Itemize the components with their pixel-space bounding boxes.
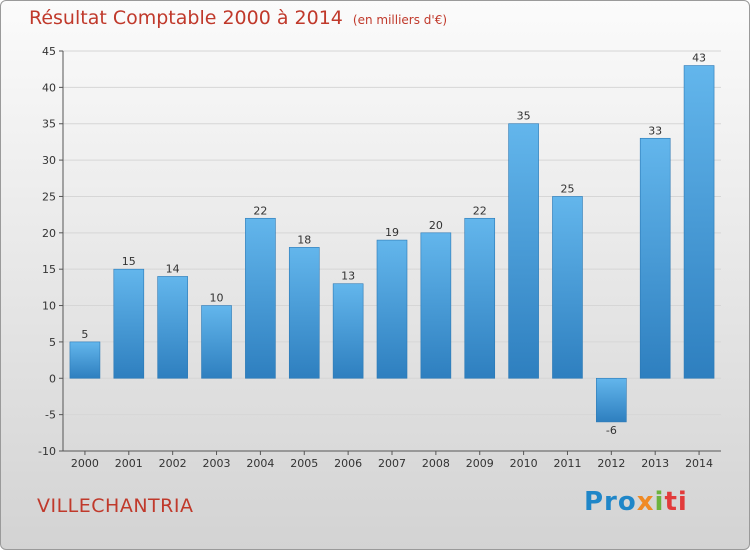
bar-layer xyxy=(69,65,715,423)
x-tick-label: 2003 xyxy=(203,457,231,470)
x-tick-label: 2006 xyxy=(334,457,362,470)
bar xyxy=(201,305,232,379)
data-label: 43 xyxy=(692,52,706,65)
y-tick-label: -5 xyxy=(45,409,56,422)
data-label: 25 xyxy=(560,182,574,195)
bar xyxy=(69,341,101,379)
x-tick-label: 2014 xyxy=(685,457,713,470)
x-tick-label: 2010 xyxy=(510,457,538,470)
commune-name: VILLECHANTRIA xyxy=(37,495,194,517)
data-label: 13 xyxy=(341,270,355,283)
logo-part-3: i xyxy=(654,487,665,517)
y-tick-label: 10 xyxy=(42,300,56,313)
bar xyxy=(639,137,671,379)
y-tick-label: 0 xyxy=(49,372,56,385)
x-tick-label: 2009 xyxy=(466,457,494,470)
data-label: 19 xyxy=(385,226,399,239)
y-tick-label: 15 xyxy=(42,263,56,276)
bar xyxy=(596,377,627,423)
y-tick-label: 20 xyxy=(42,227,56,240)
bar xyxy=(332,283,364,379)
proxiti-logo[interactable]: Proxiti xyxy=(584,487,688,517)
y-tick-label: -10 xyxy=(38,445,56,458)
bar xyxy=(288,247,320,379)
bar xyxy=(552,196,583,379)
x-tick-label: 2007 xyxy=(378,457,406,470)
chart-subtitle: (en milliers d'€) xyxy=(352,13,448,27)
data-label: 35 xyxy=(517,110,531,123)
y-tick-label: 40 xyxy=(42,81,56,94)
logo-part-4: ti xyxy=(664,487,688,517)
y-tick-label: 45 xyxy=(42,45,56,58)
y-tick-label: 5 xyxy=(49,336,56,349)
data-label: 18 xyxy=(297,233,311,246)
x-tick-label: 2004 xyxy=(246,457,274,470)
bar xyxy=(157,276,188,379)
logo-part-2: x xyxy=(636,487,655,517)
x-tick-label: 2012 xyxy=(597,457,625,470)
data-label: 22 xyxy=(253,204,267,217)
data-label: 14 xyxy=(166,262,180,275)
x-tick-label: 2013 xyxy=(641,457,669,470)
x-tick-label: 2011 xyxy=(553,457,581,470)
x-tick-label: 2002 xyxy=(159,457,187,470)
x-tick-label: 2008 xyxy=(422,457,450,470)
bar xyxy=(683,65,715,379)
title-row: Résultat Comptable 2000 à 2014 (en millie… xyxy=(29,7,447,29)
data-label: 33 xyxy=(648,124,662,137)
x-tick-label: 2005 xyxy=(290,457,318,470)
bar xyxy=(508,123,539,379)
bar xyxy=(113,268,145,379)
x-tick-label: 2000 xyxy=(71,457,99,470)
bar xyxy=(376,239,408,379)
y-tick-label: 35 xyxy=(42,118,56,131)
data-label: -6 xyxy=(606,424,617,437)
data-label: 10 xyxy=(210,292,224,305)
data-label: 5 xyxy=(81,328,88,341)
logo-part-1: Pro xyxy=(584,487,637,517)
label-layer: 5 15 14 10 22 18 13 19 20 22 35 25 -6 33 43 xyxy=(81,52,706,437)
data-label: 15 xyxy=(122,255,136,268)
bar xyxy=(420,232,452,379)
axis-layer: -10 -5 0 5 10 15 20 25 30 35 40 45 2000 2001 2002 2003 2… xyxy=(38,45,721,470)
data-label: 22 xyxy=(473,204,487,217)
y-tick-label: 25 xyxy=(42,190,56,203)
bar xyxy=(245,217,276,379)
x-tick-label: 2001 xyxy=(115,457,143,470)
chart-title: Résultat Comptable 2000 à 2014 xyxy=(29,7,343,29)
bar xyxy=(464,217,496,379)
data-label: 20 xyxy=(429,219,443,232)
y-tick-label: 30 xyxy=(42,154,56,167)
